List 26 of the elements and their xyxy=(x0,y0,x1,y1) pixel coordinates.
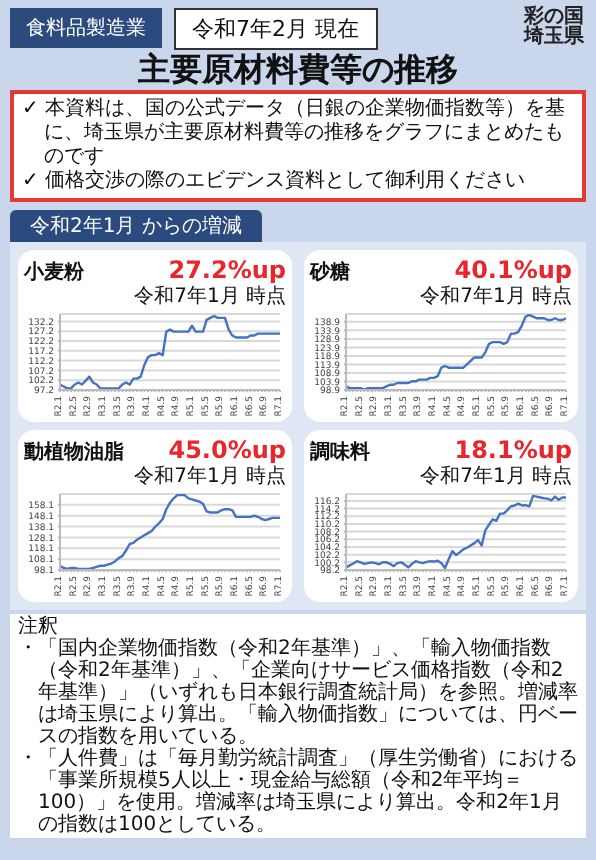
text: 令和7年1月 時点 xyxy=(132,466,286,488)
text: ✓ 本資料は、国の公式データ（日銀の企業物価指数等）を基に、埼玉県が主要原材料費等の推移をグラフにまとめたものです xyxy=(22,98,568,169)
text: 27.2%up xyxy=(168,256,286,284)
text: 令和7年1月 時点 xyxy=(418,466,572,488)
chart-title: 動植物油脂 xyxy=(24,439,124,466)
chart-title: 砂糖 xyxy=(310,259,350,286)
chart-title: 小麦粉 xyxy=(24,259,84,286)
text: ・「人件費」は「毎月勤労統計調査」（厚生労働省）における「事業所規模5人以上・現金給与総額（令和2年平均＝100）」を使用。増減率は埼玉県により算出。令和2年1月の指数は100としている。 xyxy=(18,748,578,836)
text: 令和7年1月 時点 xyxy=(132,286,286,308)
chart-title: 調味料 xyxy=(310,438,370,466)
text: ✓ 価格交渉の際のエビデンス資料として御利用ください xyxy=(22,170,528,194)
text: 45.0%up xyxy=(168,436,286,464)
text: 令和7年1月 時点 xyxy=(418,286,572,308)
text: 食料品製造業 xyxy=(10,8,162,48)
text: 40.1%up xyxy=(454,256,572,284)
text: 令和2年1月 からの増減 xyxy=(10,210,262,242)
text: 18.1%up xyxy=(454,436,572,464)
text: ・「国内企業物価指数（令和2年基準）」、「輸入物価指数（令和2年基準）」、「企業向けサービス価格指数（令和2年基準）」（いずれも日本銀行調査統計局）を参照。増減率は埼玉県により算出。「輸入物価指数」については、円ベースの指数を用いている。 xyxy=(18,638,578,748)
text: 彩の国埼玉県 xyxy=(524,6,586,48)
line-series xyxy=(58,494,282,570)
text: 主要原材料費等の推移 xyxy=(136,50,460,88)
line-series xyxy=(344,494,568,570)
line-series xyxy=(344,314,568,390)
text: 令和7年2月 現在 xyxy=(174,7,377,49)
line-series xyxy=(58,314,282,390)
text: 注釈 xyxy=(18,616,60,638)
